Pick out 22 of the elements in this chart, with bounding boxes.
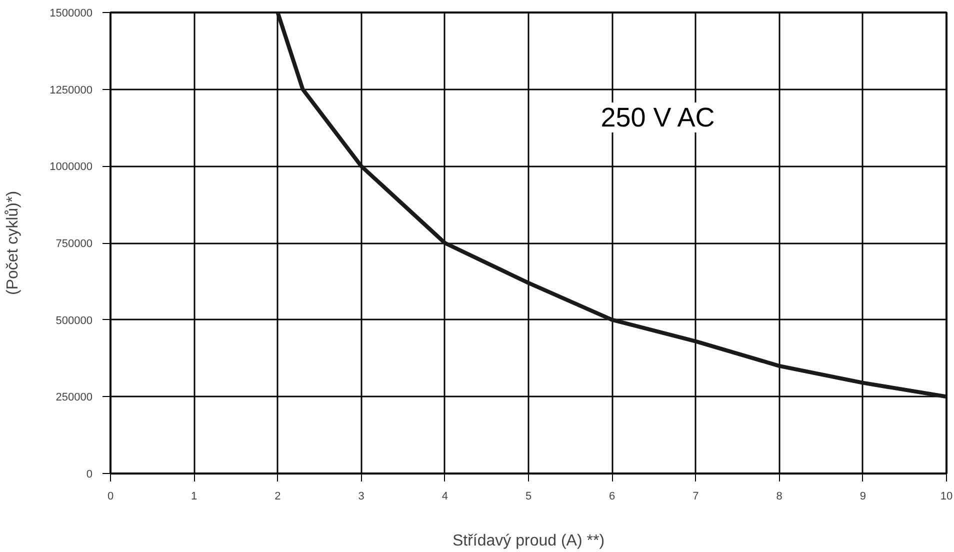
x-tick-label: 1 (191, 490, 198, 502)
annotation: 250 V AC (600, 102, 715, 132)
x-tick-label: 10 (940, 490, 953, 502)
y-tick-label: 1000000 (50, 161, 93, 174)
y-tick-label: 250000 (56, 392, 93, 404)
x-tick-label: 2 (274, 490, 281, 502)
y-tick-label: 1250000 (50, 84, 93, 96)
line-series (276, 12, 946, 399)
x-tick-label: 7 (692, 490, 699, 502)
x-tick-label: 5 (525, 490, 532, 502)
x-tick-label: 6 (609, 490, 616, 502)
y-tick-label: 750000 (56, 238, 93, 250)
y-axis-title: (Počet cyklů)*) (4, 190, 22, 296)
x-tick-label: 0 (107, 490, 114, 502)
y-tick-label: 500000 (56, 314, 93, 327)
x-tick-label: 3 (358, 490, 364, 502)
y-tick-label: 1500000 (50, 8, 93, 20)
x-axis-title: Střídavý proud (A) **) (452, 532, 605, 550)
x-tick-label: 4 (442, 490, 448, 502)
x-tick-label: 8 (776, 490, 782, 502)
x-tick-label: 9 (860, 490, 866, 502)
y-tick-label: 0 (86, 468, 93, 480)
